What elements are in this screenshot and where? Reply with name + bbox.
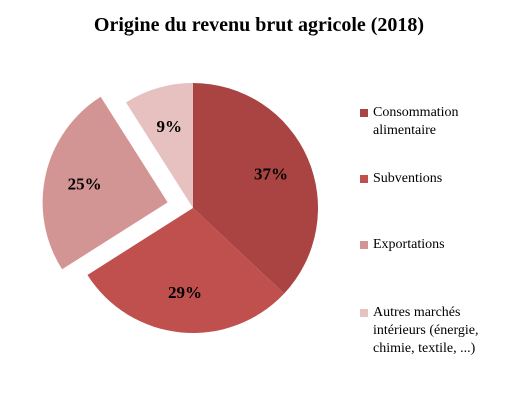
pie-slice-3: [42, 96, 168, 270]
slice-label-3: 25%: [68, 174, 102, 193]
legend-swatch-1: [360, 109, 368, 117]
legend-item-2: Subventions: [360, 170, 516, 188]
legend-swatch-2: [360, 175, 368, 183]
legend-label-1: Consommation alimentaire: [373, 105, 459, 138]
legend-item-1: Consommation alimentaire: [360, 104, 516, 140]
legend-item-4: Autres marchés intérieurs (énergie, chim…: [360, 304, 516, 358]
legend-swatch-3: [360, 241, 368, 249]
pie-slice-4: [126, 83, 193, 208]
legend-label-4: Autres marchés intérieurs (énergie, chim…: [373, 305, 479, 356]
legend-swatch-4: [360, 309, 368, 317]
legend-item-3: Exportations: [360, 236, 516, 254]
legend-label-3: Exportations: [373, 237, 445, 252]
pie-slice-2: [87, 208, 285, 334]
slice-label-1: 37%: [254, 165, 288, 184]
pie-slice-1: [193, 83, 319, 294]
chart-title: Origine du revenu brut agricole (2018): [93, 14, 425, 36]
slice-label-4: 9%: [157, 117, 183, 136]
slice-label-2: 29%: [168, 283, 202, 302]
legend: Consommation alimentaire Subventions Expor…: [360, 0, 518, 415]
legend-label-2: Subventions: [373, 171, 443, 186]
